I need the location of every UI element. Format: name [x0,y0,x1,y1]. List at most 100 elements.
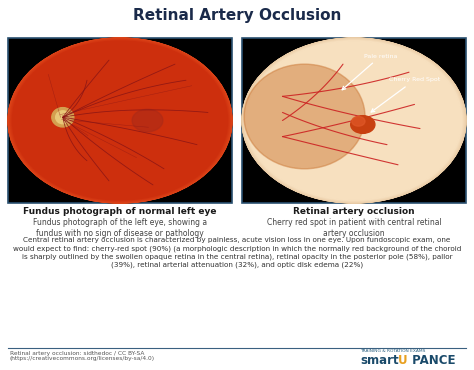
Ellipse shape [9,38,231,203]
Ellipse shape [9,39,231,202]
Ellipse shape [9,39,230,202]
Ellipse shape [245,40,463,201]
Ellipse shape [243,38,465,202]
Ellipse shape [246,41,462,200]
Ellipse shape [132,109,163,132]
Ellipse shape [11,41,228,201]
Ellipse shape [243,39,465,202]
Ellipse shape [245,40,463,201]
Ellipse shape [11,40,229,201]
Ellipse shape [242,38,466,203]
Ellipse shape [243,38,465,202]
Ellipse shape [10,40,230,201]
Ellipse shape [245,40,464,201]
Ellipse shape [13,42,227,199]
Ellipse shape [246,41,462,200]
Ellipse shape [244,39,464,202]
Ellipse shape [55,111,70,124]
Ellipse shape [12,41,228,200]
Ellipse shape [9,38,231,202]
Ellipse shape [244,39,465,202]
Text: Retinal artery occlusion: Retinal artery occlusion [293,207,415,216]
Ellipse shape [244,64,365,169]
Ellipse shape [243,39,465,202]
Text: U: U [398,354,408,367]
Ellipse shape [351,116,375,133]
Ellipse shape [52,108,74,127]
Ellipse shape [10,40,230,202]
Ellipse shape [13,42,227,199]
Ellipse shape [8,38,232,203]
Ellipse shape [242,38,465,203]
Ellipse shape [11,40,229,201]
Ellipse shape [244,64,365,169]
Ellipse shape [242,38,466,203]
Ellipse shape [246,41,462,200]
Text: Cherry Red Spot: Cherry Red Spot [371,77,440,112]
Ellipse shape [244,39,465,202]
Ellipse shape [9,39,230,202]
Bar [8,38,232,203]
Bar [242,38,466,203]
Ellipse shape [13,41,227,199]
Ellipse shape [245,40,463,201]
Ellipse shape [243,38,465,203]
Ellipse shape [246,41,462,200]
Ellipse shape [244,40,464,202]
Ellipse shape [245,40,464,201]
Text: PANCE: PANCE [408,354,456,367]
Ellipse shape [243,38,465,202]
Text: (https://creativecommons.org/licenses/by-sa/4.0): (https://creativecommons.org/licenses/by… [10,356,155,361]
Ellipse shape [244,39,465,202]
Ellipse shape [245,40,464,201]
Ellipse shape [12,41,228,200]
Text: Cherry red spot in patient with central retinal
artery occlusion: Cherry red spot in patient with central … [266,218,441,238]
Text: smart: smart [360,354,399,367]
Ellipse shape [243,39,465,202]
Ellipse shape [10,39,230,202]
Ellipse shape [244,64,365,169]
Ellipse shape [13,41,227,199]
Ellipse shape [11,40,229,201]
Ellipse shape [246,41,462,200]
Ellipse shape [12,41,228,200]
Text: Fundus photograph of normal left eye: Fundus photograph of normal left eye [23,207,217,216]
Ellipse shape [12,41,228,200]
Ellipse shape [9,39,230,202]
Ellipse shape [246,41,463,201]
Text: Pale retina: Pale retina [342,54,397,90]
Ellipse shape [245,40,463,201]
Ellipse shape [10,40,229,201]
Ellipse shape [10,40,229,201]
Ellipse shape [246,41,462,200]
Ellipse shape [12,41,228,200]
Ellipse shape [9,39,231,202]
Text: TRAINING & ROTATION EXAMS: TRAINING & ROTATION EXAMS [360,349,425,353]
Ellipse shape [245,40,463,201]
Ellipse shape [10,40,229,201]
Ellipse shape [13,42,227,199]
Ellipse shape [246,41,462,200]
Ellipse shape [246,40,463,201]
Ellipse shape [13,42,227,199]
Ellipse shape [245,40,463,201]
Text: Retinal artery occlusion: sidthedoc / CC BY-SA: Retinal artery occlusion: sidthedoc / CC… [10,351,145,356]
Text: Retinal Artery Occlusion: Retinal Artery Occlusion [133,8,341,23]
Ellipse shape [13,41,228,199]
Ellipse shape [244,40,464,201]
Ellipse shape [242,38,466,203]
Ellipse shape [11,40,228,201]
Text: Central retinal artery occlusion is characterized by painless, acute vision loss: Central retinal artery occlusion is char… [13,237,461,269]
Ellipse shape [246,41,463,201]
Ellipse shape [8,38,232,203]
Ellipse shape [8,38,232,203]
Ellipse shape [9,38,231,202]
Text: Fundus photograph of the left eye, showing a
fundus with no sign of disease or p: Fundus photograph of the left eye, showi… [33,218,207,238]
Ellipse shape [242,38,465,203]
Ellipse shape [11,40,229,201]
Ellipse shape [12,41,228,200]
Ellipse shape [8,38,232,203]
Ellipse shape [244,40,464,201]
Ellipse shape [242,38,466,203]
Ellipse shape [243,39,465,202]
